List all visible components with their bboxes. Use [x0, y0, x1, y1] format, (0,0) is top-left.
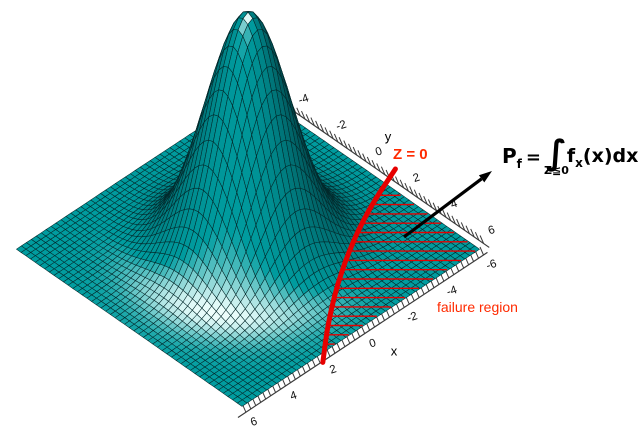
- x-axis-tick-label: -2: [406, 310, 419, 325]
- limit-state-label: Z = 0: [393, 146, 428, 163]
- integrand-subscript: x: [575, 155, 583, 170]
- y-axis-tick-label: 4: [449, 198, 459, 212]
- x-axis-tick-label: 4: [289, 389, 299, 403]
- y-axis-tick-label: 2: [412, 172, 422, 185]
- x-axis-name: x: [391, 344, 398, 359]
- y-axis-tick-label: -2: [335, 119, 348, 134]
- formula-integrand: fx(x)dx: [566, 144, 639, 170]
- x-axis-tick-label: 2: [328, 363, 338, 376]
- formula-arrow: [403, 171, 492, 239]
- y-axis-tick-label: 6: [487, 224, 497, 237]
- y-axis-name: y: [385, 129, 392, 144]
- integral-domain: Z≦0: [544, 164, 569, 177]
- failure-region-hatch: [327, 194, 476, 345]
- x-axis-tick-label: 6: [249, 416, 259, 429]
- formula-equals: =: [525, 146, 541, 168]
- surface-mesh: [16, 11, 480, 407]
- y-axis-tick-label: -4: [297, 92, 311, 107]
- integral-sign: ∫: [546, 133, 567, 173]
- formula-lhs: Pf: [502, 143, 522, 171]
- arrow-head-icon: [478, 171, 492, 183]
- failure-region-label: failure region: [437, 299, 518, 315]
- formula-lhs-subscript: f: [516, 156, 522, 171]
- failure-probability-formula: Pf = ∫ Z≦0 fx(x)dx: [502, 133, 639, 177]
- formula-integral-group: ∫ Z≦0: [544, 133, 569, 177]
- x-axis-tick-label: -6: [485, 258, 498, 273]
- y-axis-tick-label: 0: [374, 145, 384, 158]
- limit-state-curve: [320, 166, 398, 365]
- x-axis-tick-label: -4: [445, 284, 459, 299]
- x-axis-line: [237, 251, 488, 418]
- x-axis-tick-label: 0: [368, 337, 378, 350]
